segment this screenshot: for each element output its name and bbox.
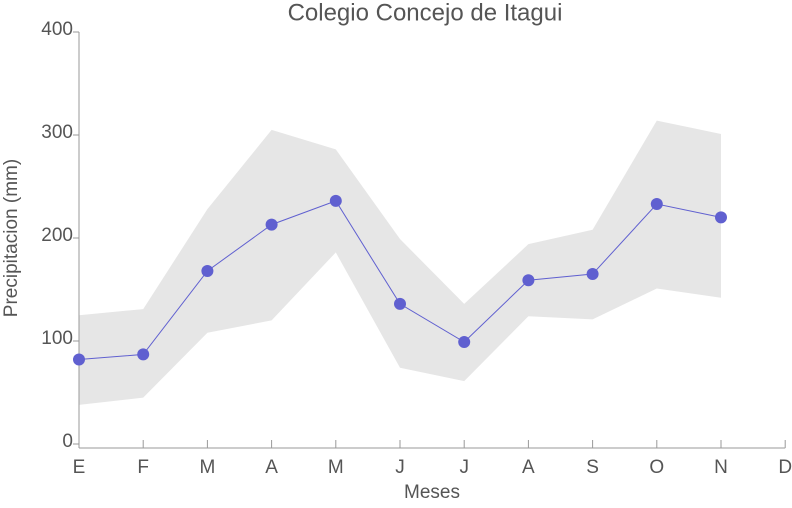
x-tick-label: F <box>137 457 149 478</box>
data-point <box>73 353 85 366</box>
x-tick-label: O <box>649 457 664 478</box>
y-tick-label: 200 <box>41 225 73 246</box>
data-point <box>458 336 471 349</box>
x-tick-label: J <box>459 457 469 478</box>
data-point <box>394 297 406 310</box>
data-point <box>586 268 599 281</box>
x-tick-label: J <box>395 457 405 478</box>
data-point <box>522 274 535 287</box>
x-tick-label: S <box>586 457 599 478</box>
y-tick-label: 100 <box>41 328 73 349</box>
x-tick-label: A <box>265 457 278 478</box>
range-band <box>79 120 721 405</box>
chart-title: Colegio Concejo de Itagui <box>288 0 563 26</box>
x-tick-label: A <box>522 457 535 478</box>
x-tick-label: M <box>328 457 344 478</box>
data-point <box>201 264 214 277</box>
y-tick-label: 400 <box>41 19 73 40</box>
data-point <box>650 198 663 211</box>
data-point <box>715 211 727 224</box>
data-point <box>329 194 342 207</box>
x-tick-label: M <box>199 457 215 478</box>
x-axis-label: Meses <box>404 482 460 503</box>
data-point <box>137 348 150 361</box>
y-tick-label: 300 <box>41 122 73 143</box>
y-tick-label: 0 <box>62 431 73 452</box>
data-point <box>265 218 278 231</box>
x-tick-label: N <box>714 457 728 478</box>
x-tick-label: E <box>73 457 86 478</box>
y-axis-label: Precipitacion (mm) <box>1 159 22 317</box>
x-tick-label: D <box>778 457 792 478</box>
